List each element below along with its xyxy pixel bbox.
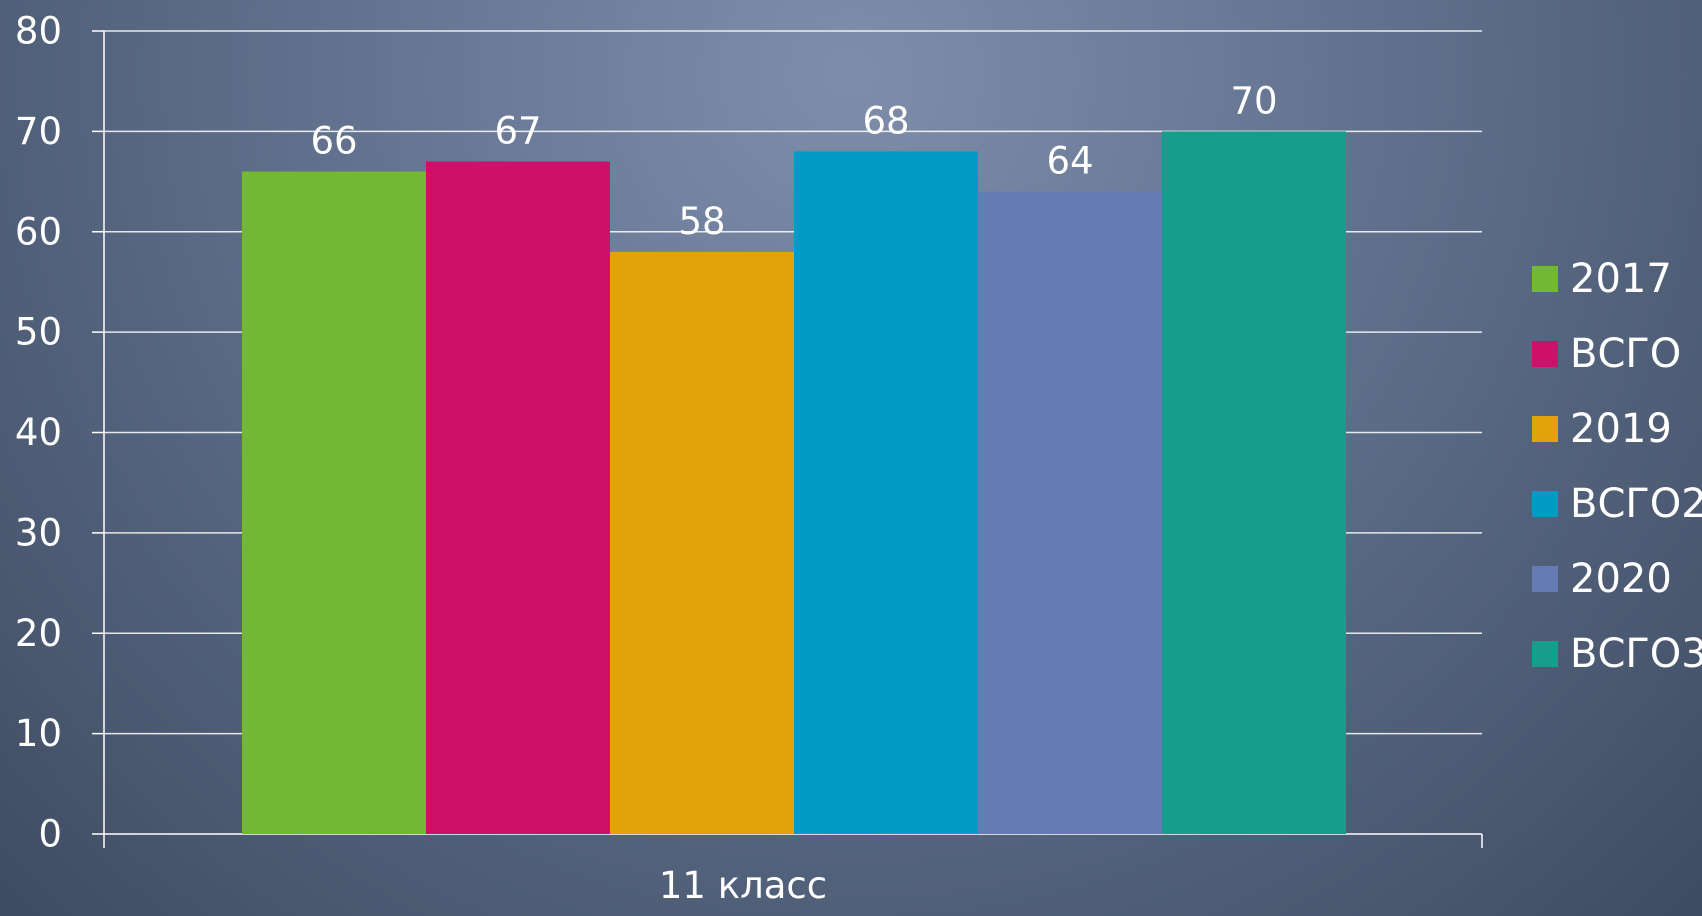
legend-label: 2017 [1570,256,1672,302]
data-label: 67 [494,109,541,152]
data-label: 66 [310,120,357,163]
legend: 2017 ВСГО 2019 ВСГО2 2020 ВСГО3 [1532,256,1702,677]
y-tick-label: 30 [15,511,62,554]
legend-item: ВСГО3 [1532,631,1702,677]
data-label: 64 [1046,140,1093,183]
legend-swatch [1532,341,1558,367]
bar [426,161,610,835]
data-label: 70 [1230,79,1277,122]
data-label: 58 [678,200,725,243]
bars [242,131,1346,835]
legend-swatch [1532,641,1558,667]
bar [610,251,794,834]
bar [794,151,978,834]
legend-label: ВСГО3 [1570,631,1702,677]
legend-swatch [1532,491,1558,517]
data-label: 68 [862,99,909,142]
bar [242,171,426,834]
axes: 0 10 20 30 40 50 60 70 80 11 класс [15,10,1483,907]
legend-label: 2019 [1570,406,1672,452]
bar [978,191,1162,835]
legend-label: 2020 [1570,556,1672,602]
y-tick-label: 50 [15,311,62,354]
legend-item: 2020 [1532,556,1672,602]
legend-swatch [1532,566,1558,592]
y-tick-label: 80 [15,10,62,53]
y-tick-label: 0 [38,813,62,856]
legend-item: 2019 [1532,406,1672,452]
legend-item: ВСГО [1532,331,1681,377]
y-tick-label: 40 [15,411,62,454]
bar [1162,131,1346,834]
legend-item: 2017 [1532,256,1672,302]
legend-label: ВСГО2 [1570,481,1702,527]
y-tick-label: 10 [15,712,62,755]
legend-label: ВСГО [1570,331,1681,377]
y-tick-label: 20 [15,612,62,655]
data-labels: 66 67 58 68 64 70 [310,79,1277,242]
legend-item: ВСГО2 [1532,481,1702,527]
y-tick-label: 70 [15,110,62,153]
legend-swatch [1532,416,1558,442]
x-category-label: 11 класс [659,864,827,907]
legend-swatch [1532,266,1558,292]
y-tick-label: 60 [15,210,62,253]
